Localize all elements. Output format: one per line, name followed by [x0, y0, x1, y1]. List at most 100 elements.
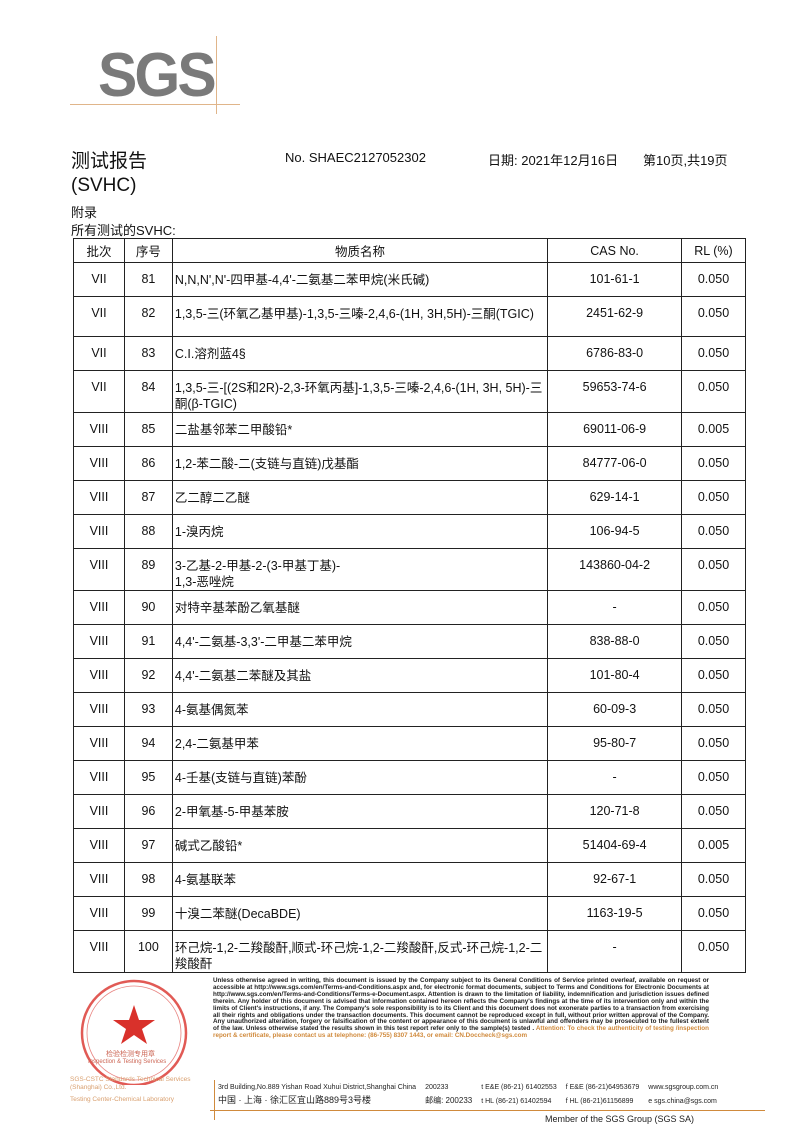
cell-rl: 0.050 — [681, 262, 746, 297]
report-subtitle: (SVHC) — [71, 175, 137, 196]
cell-substance: 二盐基邻苯二甲酸铅* — [171, 412, 549, 447]
svhc-table: 批次 序号 物质名称 CAS No. RL (%) VII 81 N,N,N',N'… — [73, 238, 746, 973]
cell-substance: 3-乙基-2-甲基-2-(3-甲基丁基)- 1,3-恶唑烷 — [171, 548, 549, 591]
col-cas: CAS No. — [547, 238, 683, 263]
table-row: VIII 93 4-氨基偶氮苯 60-09-3 0.050 — [73, 692, 746, 727]
cell-cas: 6786-83-0 — [547, 336, 683, 371]
table-row: VIII 100 环己烷-1,2-二羧酸酐,顺式-环己烷-1,2-二羧酸酐,反式-环… — [73, 930, 746, 973]
cell-substance: 乙二醇二乙醚 — [171, 480, 549, 515]
cell-substance: 1,2-苯二酸-二(支链与直链)戊基酯 — [171, 446, 549, 481]
cell-cas: 95-80-7 — [547, 726, 683, 761]
cell-rl: 0.050 — [681, 692, 746, 727]
cell-batch: VII — [73, 370, 125, 413]
cell-no: 87 — [123, 480, 173, 515]
cell-no: 97 — [123, 828, 173, 863]
cell-no: 99 — [123, 896, 173, 931]
website-link[interactable]: www.sgsgroup.com.cn — [648, 1084, 719, 1091]
cell-cas: - — [547, 930, 683, 973]
cell-batch: VIII — [73, 862, 125, 897]
cell-rl: 0.050 — [681, 548, 746, 591]
cell-no: 90 — [123, 590, 173, 625]
table-row: VIII 91 4,4'-二氨基-3,3'-二甲基二苯甲烷 838-88-0 0.050 — [73, 624, 746, 659]
cell-substance: 1,3,5-三-[(2S和2R)-2,3-环氧丙基]-1,3,5-三嗪-2,4,… — [171, 370, 549, 413]
table-row: VII 83 C.I.溶剂蓝4§ 6786-83-0 0.050 — [73, 336, 746, 371]
cell-rl: 0.050 — [681, 336, 746, 371]
authenticity-notice: Attention: To check the authenticity of … — [213, 1025, 709, 1040]
cell-rl: 0.050 — [681, 862, 746, 897]
table-row: VIII 87 乙二醇二乙醚 629-14-1 0.050 — [73, 480, 746, 515]
cell-cas: 143860-04-2 — [547, 548, 683, 591]
cell-batch: VIII — [73, 896, 125, 931]
cell-batch: VIII — [73, 590, 125, 625]
cell-no: 95 — [123, 760, 173, 795]
cell-no: 96 — [123, 794, 173, 829]
address-cn: 中国 · 上海 · 徐汇区宜山路889号3号楼 — [218, 1095, 372, 1105]
table-row: VIII 90 对特辛基苯酚乙氧基醚 -0.050 — [73, 590, 746, 625]
cell-cas: 120-71-8 — [547, 794, 683, 829]
cell-substance: 对特辛基苯酚乙氧基醚 — [171, 590, 549, 625]
table-row: VIII 89 3-乙基-2-甲基-2-(3-甲基丁基)- 1,3-恶唑烷 14386… — [73, 548, 746, 591]
cell-rl: 0.050 — [681, 480, 746, 515]
table-row: VIII 85 二盐基邻苯二甲酸铅* 69011-06-9 0.005 — [73, 412, 746, 447]
cell-cas: 101-61-1 — [547, 262, 683, 297]
postcode-en: 200233 — [425, 1084, 449, 1091]
fax-ee: f E&E (86-21)64953679 — [565, 1084, 640, 1091]
cell-batch: VIII — [73, 514, 125, 549]
cell-rl: 0.050 — [681, 794, 746, 829]
footer-vertical-rule — [214, 1080, 215, 1120]
stamp-caption-company: SGS-CSTC Standards Technical Services (S… — [70, 1076, 191, 1091]
cell-batch: VIII — [73, 412, 125, 447]
cell-rl: 0.050 — [681, 726, 746, 761]
cell-cas: 838-88-0 — [547, 624, 683, 659]
stamp-text-cn: 检验检测专用章 — [106, 1051, 155, 1058]
table-row: VIII 94 2,4-二氨基甲苯 95-80-7 0.050 — [73, 726, 746, 761]
postcode-cn: 邮编: 200233 — [425, 1096, 473, 1105]
cell-no: 83 — [123, 336, 173, 371]
cell-no: 88 — [123, 514, 173, 549]
col-substance: 物质名称 — [171, 238, 549, 263]
cell-rl: 0.050 — [681, 514, 746, 549]
cell-substance: 4,4'-二氨基二苯醚及其盐 — [171, 658, 549, 693]
email-link[interactable]: e sgs.china@sgs.com — [648, 1098, 717, 1105]
cell-batch: VIII — [73, 760, 125, 795]
cell-substance: 4-氨基联苯 — [171, 862, 549, 897]
cell-rl: 0.050 — [681, 370, 746, 413]
cell-batch: VII — [73, 262, 125, 297]
cell-rl: 0.005 — [681, 828, 746, 863]
cell-substance: 4-氨基偶氮苯 — [171, 692, 549, 727]
table-row: VIII 99 十溴二苯醚(DecaBDE) 1163-19-5 0.050 — [73, 896, 746, 931]
cell-rl: 0.005 — [681, 412, 746, 447]
cell-rl: 0.050 — [681, 896, 746, 931]
cell-cas: 629-14-1 — [547, 480, 683, 515]
cell-cas: 60-09-3 — [547, 692, 683, 727]
cell-rl: 0.050 — [681, 760, 746, 795]
section-label: 所有测试的SVHC: — [71, 223, 176, 238]
table-row: VIII 97 碱式乙酸铅* 51404-69-4 0.005 — [73, 828, 746, 863]
cell-rl: 0.050 — [681, 296, 746, 337]
stamp-caption-lab: Testing Center-Chemical Laboratory — [70, 1096, 175, 1103]
cell-batch: VIII — [73, 658, 125, 693]
cell-substance: 1-溴丙烷 — [171, 514, 549, 549]
table-row: VIII 98 4-氨基联苯 92-67-1 0.050 — [73, 862, 746, 897]
table-row: VIII 86 1,2-苯二酸-二(支链与直链)戊基酯 84777-06-0 0.050 — [73, 446, 746, 481]
table-row: VIII 95 4-壬基(支链与直链)苯酚 -0.050 — [73, 760, 746, 795]
cell-batch: VIII — [73, 828, 125, 863]
cell-substance: 1,3,5-三(环氧乙基甲基)-1,3,5-三嗪-2,4,6-(1H, 3H,5… — [171, 296, 549, 337]
cell-rl: 0.050 — [681, 624, 746, 659]
cell-batch: VIII — [73, 794, 125, 829]
report-number: No. SHAEC2127052302 — [285, 150, 426, 165]
cell-no: 100 — [123, 930, 173, 973]
member-statement: Member of the SGS Group (SGS SA) — [545, 1114, 695, 1124]
cell-cas: 84777-06-0 — [547, 446, 683, 481]
cell-substance: 十溴二苯醚(DecaBDE) — [171, 896, 549, 931]
cell-no: 98 — [123, 862, 173, 897]
appendix-label: 附录 — [71, 205, 98, 220]
cell-cas: - — [547, 760, 683, 795]
table-row: VIII 96 2-甲氧基-5-甲基苯胺 120-71-8 0.050 — [73, 794, 746, 829]
address-en: 3rd Building,No.889 Yishan Road Xuhui Di… — [218, 1084, 417, 1091]
cell-no: 93 — [123, 692, 173, 727]
inspection-stamp: 检验检测专用章 Inspection & Testing Services — [66, 975, 201, 1090]
cell-substance: 环己烷-1,2-二羧酸酐,顺式-环己烷-1,2-二羧酸酐,反式-环己烷-1,2-… — [171, 930, 549, 973]
page-number: 第10页,共19页 — [643, 153, 728, 168]
cell-no: 84 — [123, 370, 173, 413]
